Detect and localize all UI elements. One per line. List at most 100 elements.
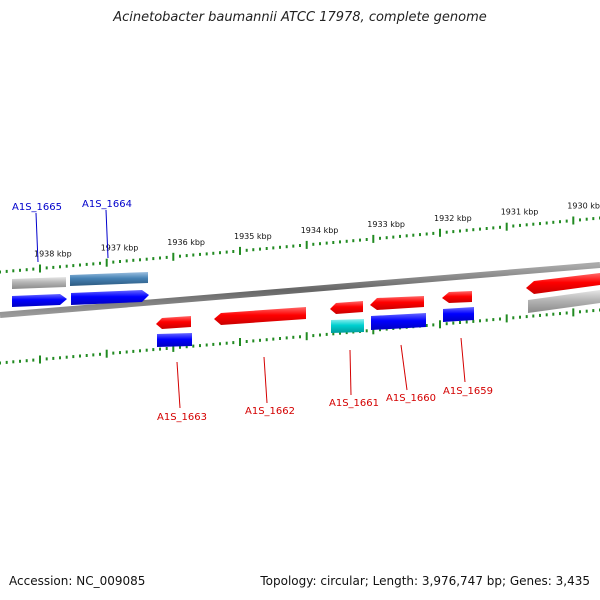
leader-a1s-1661 (349, 349, 352, 396)
feature-a1s-1660-blue[interactable] (371, 313, 426, 330)
feature-1658-grey[interactable] (528, 290, 600, 313)
minor-tick (485, 318, 488, 322)
minor-tick (545, 221, 548, 225)
feature-a1s-1661-top[interactable] (330, 301, 363, 314)
minor-tick (205, 343, 208, 347)
label-a1s-1661[interactable]: A1S_1661 (329, 398, 379, 409)
minor-tick (79, 263, 81, 267)
tick-label: 1937 kbp (101, 244, 139, 253)
minor-tick (132, 258, 135, 262)
minor-tick (385, 236, 388, 240)
minor-tick (139, 258, 141, 262)
label-a1s-1664[interactable]: A1S_1664 (82, 199, 132, 210)
minor-tick (445, 322, 448, 326)
minor-tick (325, 241, 328, 245)
label-a1s-1660[interactable]: A1S_1660 (386, 393, 436, 404)
minor-tick (265, 338, 268, 342)
minor-tick (139, 349, 141, 353)
major-tick (105, 349, 108, 358)
minor-tick (205, 252, 208, 256)
minor-tick (0, 270, 1, 274)
minor-tick (185, 254, 188, 258)
upper-tick-ring: 1938 kbp 1937 kbp 1936 kbp 1935 kbp 1934 kbp… (0, 202, 600, 274)
leader-a1s-1665 (35, 212, 39, 263)
minor-tick (85, 354, 88, 357)
label-a1s-1662[interactable]: A1S_1662 (245, 406, 295, 417)
feature-a1s-1664-blue[interactable] (71, 290, 149, 305)
leader-a1s-1662 (263, 356, 268, 404)
minor-tick (445, 230, 448, 234)
major-tick (172, 343, 175, 352)
minor-tick (259, 338, 261, 342)
minor-tick (532, 314, 535, 318)
minor-tick (332, 241, 335, 244)
major-tick (439, 228, 441, 237)
major-tick (505, 222, 508, 231)
minor-tick (199, 252, 201, 256)
minor-tick (419, 233, 421, 237)
minor-tick (379, 328, 381, 332)
minor-tick (565, 219, 568, 223)
feature-a1s-1663-blue[interactable] (157, 333, 192, 347)
minor-tick (392, 235, 395, 239)
minor-tick (199, 344, 201, 348)
feature-a1s-1661-cyan[interactable] (331, 319, 364, 333)
feature-a1s-1664-steelblue[interactable] (70, 272, 148, 286)
minor-tick (525, 315, 528, 319)
feature-a1s-1659-top[interactable] (442, 291, 472, 303)
minor-tick (539, 222, 541, 226)
label-a1s-1659[interactable]: A1S_1659 (443, 386, 493, 397)
minor-tick (232, 341, 235, 345)
minor-tick (159, 256, 161, 260)
minor-tick (25, 268, 28, 272)
minor-tick (405, 234, 408, 238)
minor-tick (5, 269, 8, 273)
tick-label: 1930 kbp (567, 202, 600, 211)
minor-tick (492, 226, 495, 230)
feature-a1s-1665-grey[interactable] (12, 277, 66, 289)
minor-tick (345, 331, 348, 335)
minor-tick (85, 262, 88, 266)
minor-tick (125, 259, 128, 263)
minor-tick (252, 339, 255, 343)
major-tick (172, 252, 175, 261)
minor-tick (319, 333, 321, 337)
leader-a1s-1659 (460, 337, 466, 383)
minor-tick (92, 262, 95, 266)
minor-tick (159, 347, 161, 351)
minor-tick (299, 244, 301, 247)
minor-tick (152, 257, 155, 261)
minor-tick (559, 312, 561, 316)
minor-tick (332, 332, 335, 336)
map-title: Acinetobacter baumannii ATCC 17978, comp… (113, 10, 487, 25)
minor-tick (552, 312, 555, 316)
label-a1s-1665[interactable]: A1S_1665 (12, 202, 62, 213)
minor-tick (25, 359, 28, 363)
minor-tick (285, 245, 288, 249)
major-tick (439, 320, 441, 329)
minor-tick (365, 238, 368, 241)
minor-tick (212, 342, 215, 346)
minor-tick (72, 264, 75, 268)
feature-a1s-1663-red[interactable] (156, 316, 191, 329)
feature-1658-red[interactable] (526, 273, 600, 294)
minor-tick (259, 247, 261, 251)
minor-tick (459, 229, 461, 233)
minor-tick (252, 248, 255, 252)
feature-a1s-1662-red[interactable] (214, 307, 306, 325)
minor-tick (185, 345, 188, 349)
label-a1s-1663[interactable]: A1S_1663 (157, 412, 207, 423)
minor-tick (59, 356, 61, 360)
minor-tick (365, 329, 368, 333)
minor-tick (19, 268, 21, 272)
minor-tick (265, 247, 268, 250)
minor-tick (425, 232, 428, 236)
minor-tick (339, 331, 341, 335)
minor-tick (312, 242, 315, 246)
minor-tick (499, 225, 501, 229)
feature-a1s-1659-blue[interactable] (443, 307, 474, 322)
feature-a1s-1665-blue[interactable] (12, 294, 67, 307)
feature-a1s-1660-top[interactable] (370, 296, 424, 310)
minor-tick (219, 251, 221, 255)
